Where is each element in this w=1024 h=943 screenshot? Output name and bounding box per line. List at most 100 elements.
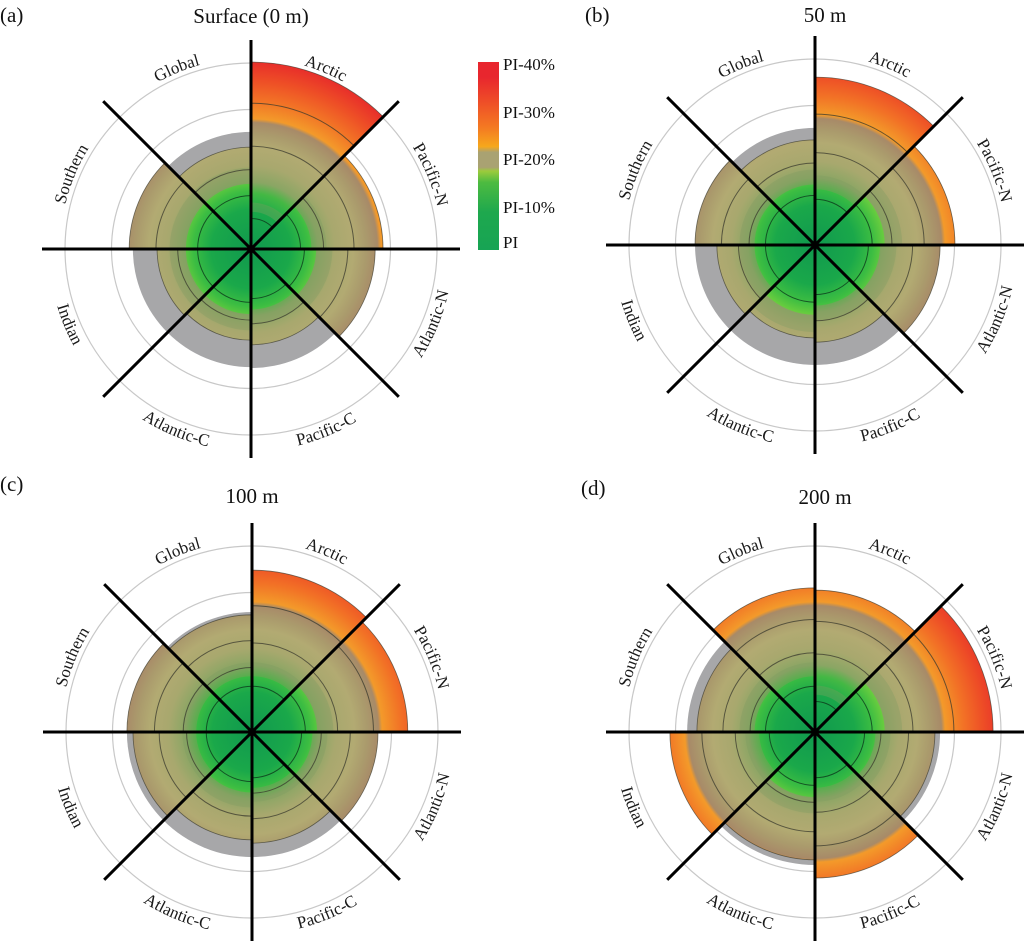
sector-inner-bar [212,676,252,732]
sector-inner-bar [815,682,885,732]
panel-letter: (a) [0,3,23,27]
sector-inner-arc [764,696,781,733]
sector-pacific-n [250,155,384,250]
sector-inner-arc [197,210,214,250]
colorbar-label-pi: PI [503,233,519,252]
sector-arc [251,642,316,670]
sector-label-text: Pacific-C [295,891,360,932]
panel-title: 50 m [804,3,847,27]
sector-inner-bar [252,732,313,775]
sector-label-text: Pacific-N [409,139,452,208]
sector-inner-arc [849,731,866,768]
sector-label-text: Global [715,533,766,569]
sector-global [712,587,816,733]
sector-inner-arc [219,685,253,701]
sector-inner-arc [251,763,285,779]
center-point [248,246,254,252]
sector-atlantic-n [814,244,941,335]
panel-b: (b) 50 mArcticPacific-NAtlantic-NPacific-… [585,3,1024,454]
sector-arc [814,620,894,655]
sector-label-text: Indian [617,784,651,831]
panel-letter: (c) [0,472,23,496]
sector-inner-arc [289,693,306,733]
sector-inner-bar [251,249,294,310]
sector-arc [814,298,869,322]
sector-arc [883,662,914,733]
sector-arc [155,181,185,250]
panel-letter: (d) [581,476,606,500]
sector-arc [912,633,955,733]
sector-inner-arc [288,248,305,288]
sector-inner-bar [209,732,252,793]
sector-label-global: Global [151,50,202,86]
sector-inner-arc [212,195,252,212]
sector-inner-bar [204,249,251,315]
sector-inner-arc [774,285,816,303]
sector-inner-arc [852,244,869,284]
sector-pacific-c [251,731,332,844]
sector-arc [737,244,762,300]
sector-inner-bar [252,676,292,732]
sector-global [740,139,816,246]
sector-inner-arc [764,244,781,281]
sector-inner-arc [768,731,784,765]
sector-label-text: Pacific-N [410,622,453,691]
sector-label-text: Global [151,50,202,86]
sector-inner-arc [855,204,873,246]
sector-arctic [251,569,367,733]
sector-inner-bar [765,245,815,315]
sector-inner-arc [197,248,214,288]
sector-arc [720,178,750,246]
sector-arc [250,145,325,177]
center-point [249,729,255,735]
colorbar-label-pi-30: PI-30% [503,103,555,122]
sector-label-pacific-c: Pacific-C [858,404,923,445]
sector-inner-bar [251,206,312,249]
colorbar [478,62,499,250]
sector-arc [206,667,253,687]
sector-arc [814,113,908,153]
sector-atlantic-c [748,244,816,339]
sector-label-text: Indian [54,784,88,831]
sector-southern [126,642,253,733]
sector-arc [880,731,910,799]
sector-inner-bar [251,211,278,249]
sector-label-text: Southern [52,623,94,689]
sector-label-southern: Southern [51,140,93,206]
sector-inner-arc [251,685,285,701]
sector-label-text: Arctic [867,534,915,568]
sector-atlantic-n [251,731,379,822]
sector-arctic [814,76,935,246]
sector-arc [814,812,896,847]
sector-label-text: Arctic [304,534,352,568]
sector-arc [200,298,252,321]
sector-label-global: Global [715,533,766,569]
sector-inner-bar [252,685,318,732]
sector-label-indian: Indian [617,297,651,344]
sector-arc [187,640,253,668]
sector-arc [756,162,816,188]
sector-arc [734,731,759,789]
sector-arc [158,731,187,799]
sector-arc [192,791,253,817]
sector-label-text: Southern [615,136,657,202]
colorbar-label-pi-20: PI-20% [503,150,555,169]
sector-arc [194,169,252,194]
sector-global [168,614,253,733]
sector-inner-arc [216,766,253,783]
sector-inner-bar [754,245,815,288]
colorbar-label-pi-10: PI-10% [503,198,555,217]
sector-indian [156,248,252,316]
sector-label-text: Indian [617,297,651,344]
sector-inner-bar [185,249,251,296]
sector-bar [250,61,384,250]
sector-arc [869,190,893,246]
sector-arc [251,605,342,644]
sector-indian [716,244,816,315]
sector-inner-bar [196,692,252,732]
sector-inner-bar [775,676,815,732]
panel-c: (c) 100 mArcticPacific-NAtlantic-NPacific… [0,472,461,941]
sector-label-southern: Southern [615,623,657,689]
sector-pacific-c [814,731,919,879]
sector-label-text: Indian [53,301,87,348]
